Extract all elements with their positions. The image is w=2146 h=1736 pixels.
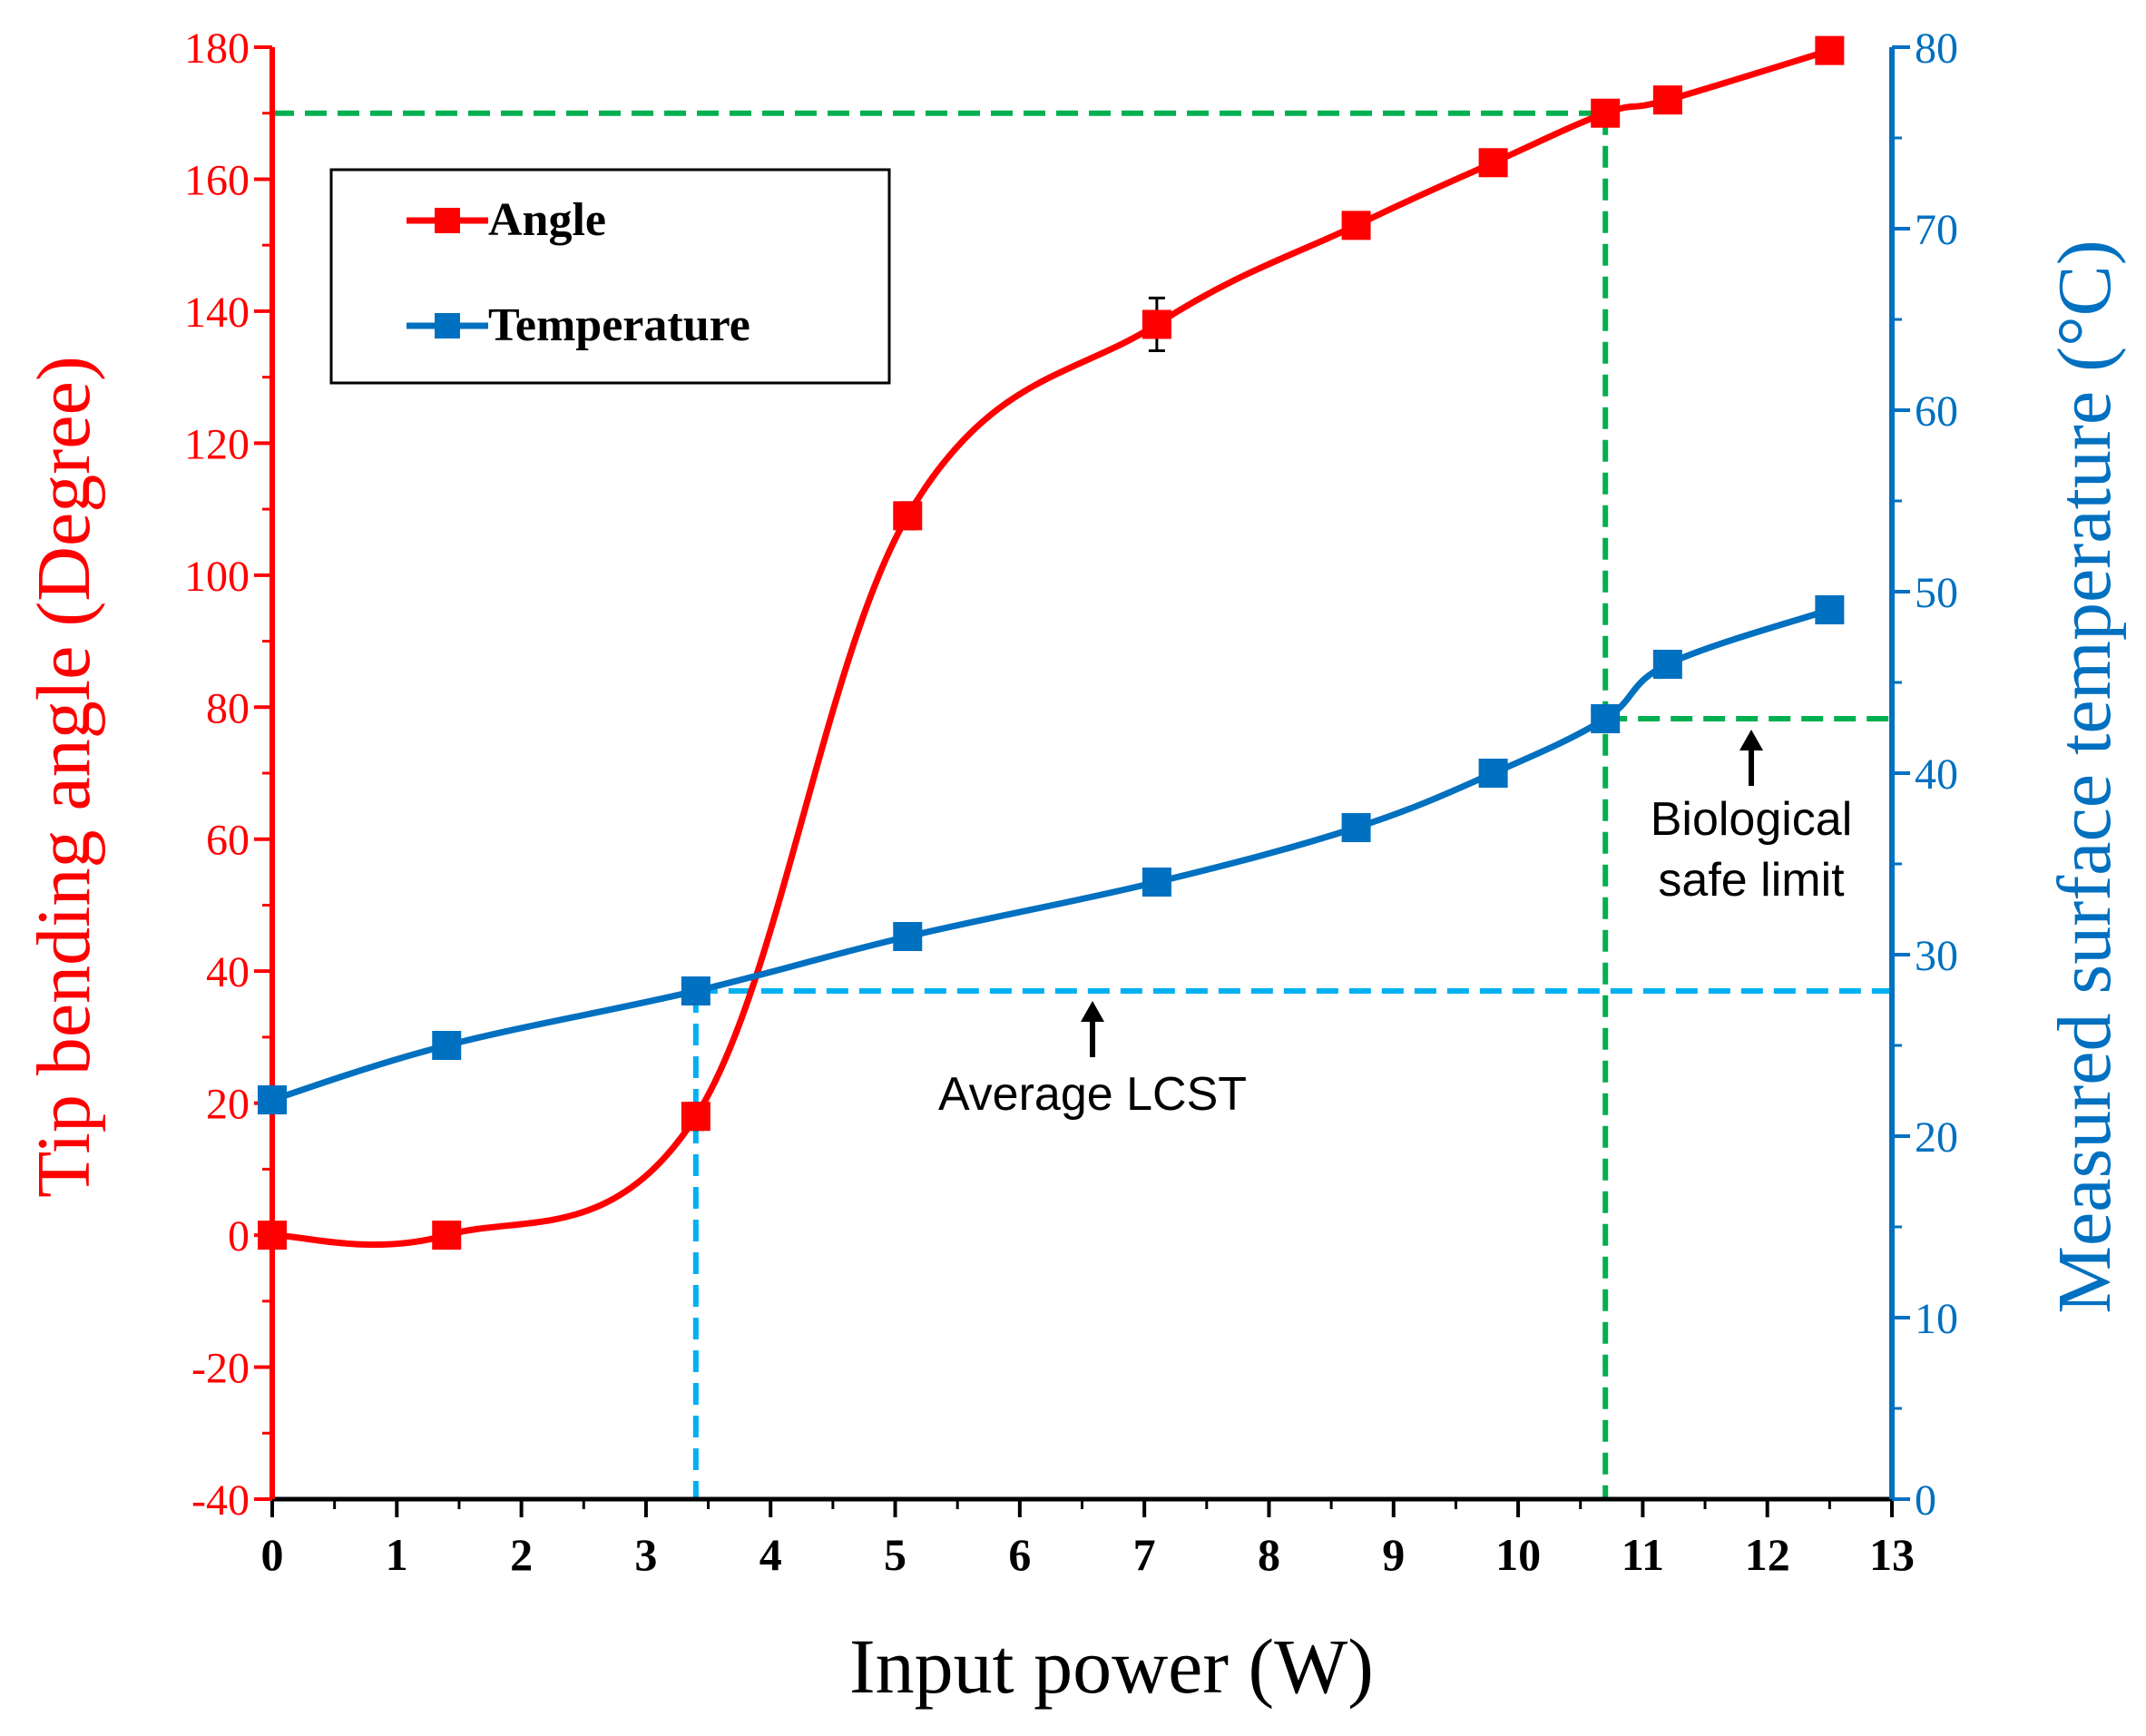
angle-point — [1478, 148, 1508, 178]
angle-point — [1815, 35, 1845, 65]
y-left-tick-label: 0 — [228, 1212, 250, 1260]
y-right-tick-label: 40 — [1915, 750, 1958, 799]
x-tick-label: 9 — [1382, 1529, 1405, 1580]
x-tick-label: 10 — [1495, 1529, 1541, 1580]
legend-temperature-label: Temperature — [488, 299, 750, 351]
x-tick-label: 11 — [1622, 1529, 1664, 1580]
temperature-point — [1652, 650, 1682, 679]
angle-point — [681, 1102, 710, 1132]
angle-point — [893, 501, 923, 531]
y-right-tick-label: 70 — [1915, 206, 1958, 254]
y-left-tick-label: 40 — [206, 948, 250, 996]
y-right-tick-label: 0 — [1915, 1476, 1936, 1525]
angle-point — [1341, 211, 1371, 240]
y-left-tick-label: 160 — [184, 156, 250, 204]
axes: 0 1 2 3 4 5 6 7 8 9 10 11 12 13-40-200204060801001201… — [184, 25, 1958, 1580]
y-left-tick-label: 180 — [184, 25, 250, 73]
x-tick-label: 5 — [884, 1529, 906, 1580]
y-right-tick-label: 80 — [1915, 25, 1958, 73]
angle-point — [258, 1221, 287, 1251]
x-tick-label: 2 — [510, 1529, 533, 1580]
y-axis-right-label: Measured surface temperature (°C) — [2043, 240, 2127, 1313]
x-tick-label: 13 — [1869, 1529, 1915, 1580]
x-tick-label: 12 — [1745, 1529, 1790, 1580]
series-layer — [258, 35, 1845, 1251]
y-left-tick-label: -40 — [191, 1476, 250, 1525]
safe-arrow-head — [1739, 730, 1763, 750]
annotations: Average LCST Biological safe limit — [938, 730, 1852, 1121]
y-right-tick-label: 20 — [1915, 1113, 1958, 1162]
x-tick-label: 1 — [386, 1529, 408, 1580]
angle-point — [1652, 85, 1682, 115]
temperature-series-line — [270, 606, 1831, 1103]
legend-angle-marker — [435, 208, 460, 233]
temperature-point — [432, 1031, 462, 1060]
y-left-tick-label: 120 — [184, 420, 250, 468]
temperature-point — [1142, 868, 1171, 897]
legend: Angle Temperature — [329, 168, 891, 385]
temperature-point — [258, 1085, 287, 1114]
legend-angle-label: Angle — [488, 194, 606, 246]
temperature-point — [681, 976, 710, 1005]
x-tick-label: 6 — [1008, 1529, 1031, 1580]
x-tick-label: 8 — [1258, 1529, 1280, 1580]
temperature-point — [1478, 759, 1508, 788]
x-tick-label: 4 — [759, 1529, 782, 1580]
x-tick-label: 7 — [1133, 1529, 1156, 1580]
angle-point — [1591, 98, 1621, 128]
temperature-point — [1341, 813, 1371, 842]
y-axis-left-label: Tip bending angle (Degree) — [22, 356, 106, 1198]
y-left-tick-label: 80 — [206, 684, 250, 732]
legend-box — [329, 168, 891, 385]
y-left-tick-label: 100 — [184, 553, 250, 601]
temperature-point — [893, 922, 923, 951]
y-right-tick-label: 50 — [1915, 569, 1958, 617]
safe-label-line1: Biological — [1651, 793, 1853, 846]
temperature-point — [1815, 595, 1845, 624]
y-left-tick-label: -20 — [191, 1345, 250, 1393]
lcst-label: Average LCST — [938, 1068, 1247, 1121]
y-right-tick-label: 60 — [1915, 387, 1958, 436]
x-tick-label: 3 — [634, 1529, 657, 1580]
safe-label-line2: safe limit — [1658, 854, 1845, 907]
y-right-tick-label: 30 — [1915, 932, 1958, 980]
y-left-tick-label: 60 — [206, 817, 250, 865]
y-left-tick-label: 140 — [184, 289, 250, 337]
x-axis-label: Input power (W) — [849, 1623, 1374, 1710]
y-right-tick-label: 10 — [1915, 1295, 1958, 1343]
lcst-arrow-head — [1081, 1001, 1104, 1022]
angle-point — [1142, 309, 1171, 339]
reference-lines — [272, 110, 1892, 1499]
y-left-tick-label: 20 — [206, 1081, 250, 1129]
legend-temperature-marker — [435, 313, 460, 338]
temperature-point — [1591, 704, 1621, 733]
x-tick-label: 0 — [261, 1529, 284, 1580]
angle-point — [432, 1221, 462, 1251]
